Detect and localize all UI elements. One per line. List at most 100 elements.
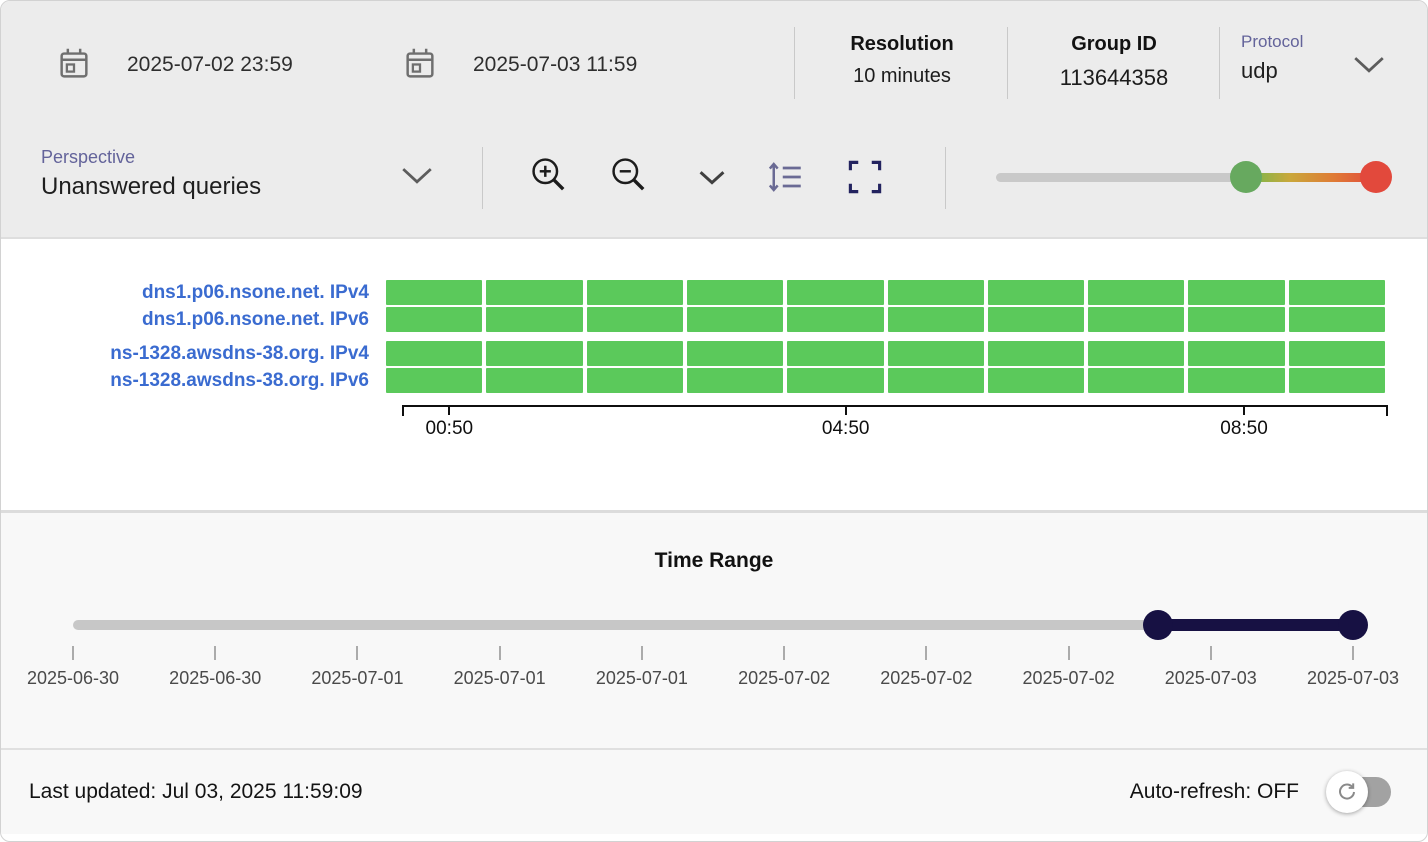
start-date-picker[interactable] bbox=[55, 45, 93, 88]
x-axis-tick-label: 04:50 bbox=[821, 418, 870, 439]
perspective-select[interactable]: Perspective Unanswered queries bbox=[41, 147, 261, 201]
heatmap-cell[interactable] bbox=[887, 307, 984, 332]
group-id-label: Group ID bbox=[1071, 33, 1157, 55]
heatmap-cell[interactable] bbox=[987, 368, 1085, 393]
heatmap-cell[interactable] bbox=[1088, 280, 1185, 305]
color-scale-green-handle[interactable] bbox=[1230, 161, 1262, 193]
zoom-options-button[interactable] bbox=[698, 170, 726, 191]
heatmap-cell[interactable] bbox=[887, 341, 984, 366]
fullscreen-icon bbox=[848, 160, 882, 194]
heatmap-cell[interactable] bbox=[887, 368, 984, 393]
perspective-dropdown-button[interactable] bbox=[401, 167, 433, 190]
heatmap-cell[interactable] bbox=[586, 307, 683, 332]
heatmap-cell[interactable] bbox=[1188, 307, 1285, 332]
heatmap-cell[interactable] bbox=[1088, 307, 1185, 332]
resolution-label: Resolution bbox=[850, 33, 954, 55]
zoom-out-button[interactable] bbox=[608, 154, 650, 201]
heatmap-cell[interactable] bbox=[486, 307, 583, 332]
heatmap-row: ns-1328.awsdns-38.org. IPv4 bbox=[1, 341, 1385, 366]
heatmap-cell[interactable] bbox=[1188, 341, 1285, 366]
color-scale-gradient bbox=[1246, 173, 1376, 182]
perspective-value: Unanswered queries bbox=[41, 173, 262, 200]
heatmap-cell[interactable] bbox=[386, 368, 483, 393]
time-range-selected[interactable] bbox=[1158, 619, 1353, 631]
heatmap-cell[interactable] bbox=[686, 307, 784, 332]
heatmap-cell[interactable] bbox=[787, 280, 884, 305]
color-scale-track[interactable] bbox=[996, 173, 1386, 182]
heatmap-cell[interactable] bbox=[1288, 307, 1385, 332]
time-range-track[interactable] bbox=[73, 620, 1353, 630]
time-range-tick-label: 2025-07-01 bbox=[453, 668, 546, 688]
x-axis-tick-label: 00:50 bbox=[425, 418, 474, 439]
zoom-out-icon bbox=[612, 158, 645, 191]
divider bbox=[1219, 27, 1220, 99]
auto-refresh-toggle[interactable] bbox=[1326, 771, 1391, 813]
heatmap-cell[interactable] bbox=[686, 280, 784, 305]
heatmap-cell[interactable] bbox=[1188, 280, 1285, 305]
time-range-title: Time Range bbox=[654, 549, 774, 572]
heatmap-cell[interactable] bbox=[787, 341, 884, 366]
time-range-end-handle[interactable] bbox=[1338, 610, 1368, 640]
divider bbox=[1007, 27, 1008, 99]
heatmap-cell[interactable] bbox=[386, 280, 483, 305]
heatmap-cell[interactable] bbox=[787, 307, 884, 332]
heatmap-cell[interactable] bbox=[1088, 368, 1185, 393]
heatmap-cell[interactable] bbox=[486, 368, 583, 393]
x-axis-tick-label: 08:50 bbox=[1220, 418, 1268, 439]
time-range-tick-label: 2025-07-01 bbox=[595, 668, 688, 688]
heatmap-cell[interactable] bbox=[686, 341, 784, 366]
heatmap-cell[interactable] bbox=[987, 341, 1085, 366]
heatmap-row-label: dns1.p06.nsone.net. IPv4 bbox=[141, 282, 369, 303]
heatmap-cell[interactable] bbox=[1288, 341, 1385, 366]
heatmap-cell[interactable] bbox=[386, 341, 483, 366]
end-date-picker[interactable] bbox=[401, 45, 439, 88]
perspective-label: Perspective bbox=[41, 147, 136, 167]
time-range-ticks: 2025-06-30 2025-06-30 2025-07-01 2025-07-01… bbox=[27, 646, 1399, 716]
heatmap-row-cells bbox=[386, 368, 1385, 393]
heatmap-row-label: dns1.p06.nsone.net. IPv6 bbox=[141, 309, 369, 330]
row-height-icon bbox=[768, 162, 801, 192]
time-range-tick bbox=[1209, 646, 1212, 660]
heatmap-cell[interactable] bbox=[1088, 341, 1185, 366]
heatmap-cell[interactable] bbox=[987, 280, 1085, 305]
heatmap-panel: dns1.p06.nsone.net. IPv4 dns1.p06.nsone.n… bbox=[1, 239, 1427, 513]
row-height-button[interactable] bbox=[767, 160, 803, 199]
heatmap-row-cells bbox=[386, 341, 1385, 366]
protocol-select[interactable]: Protocol udp bbox=[1241, 32, 1303, 84]
time-range-tick bbox=[72, 646, 74, 660]
time-range-tick bbox=[640, 646, 643, 660]
zoom-in-button[interactable] bbox=[528, 154, 570, 201]
heatmap-cell[interactable] bbox=[987, 307, 1085, 332]
heatmap-cell[interactable] bbox=[887, 280, 984, 305]
controls-bar: 2025-07-02 23:59 2025-07-03 11:59 Resolu… bbox=[1, 1, 1427, 239]
resolution-value: 10 minutes bbox=[853, 65, 951, 87]
color-scale-red-handle[interactable] bbox=[1360, 161, 1392, 193]
auto-refresh-toggle-knob[interactable] bbox=[1326, 771, 1368, 813]
group-id-stat: Group ID 113644358 bbox=[1020, 33, 1208, 91]
heatmap-cell[interactable] bbox=[586, 368, 683, 393]
time-range-start-handle[interactable] bbox=[1143, 610, 1174, 640]
heatmap-row: ns-1328.awsdns-38.org. IPv6 bbox=[1, 368, 1385, 393]
heatmap-cell[interactable] bbox=[486, 280, 583, 305]
heatmap-cell[interactable] bbox=[787, 368, 884, 393]
heatmap-row: dns1.p06.nsone.net. IPv6 bbox=[1, 307, 1385, 332]
heatmap-cell[interactable] bbox=[1288, 368, 1385, 393]
protocol-dropdown-button[interactable] bbox=[1353, 56, 1385, 79]
heatmap-cell[interactable] bbox=[586, 280, 683, 305]
time-range-tick bbox=[214, 646, 217, 660]
time-range-tick-label: 2025-07-01 bbox=[311, 668, 404, 688]
end-datetime-value[interactable]: 2025-07-03 11:59 bbox=[473, 53, 638, 76]
start-datetime-value[interactable]: 2025-07-02 23:59 bbox=[127, 53, 293, 76]
heatmap-row: dns1.p06.nsone.net. IPv4 bbox=[1, 280, 1385, 305]
x-axis-tick bbox=[844, 405, 847, 415]
heatmap-cell[interactable] bbox=[386, 307, 483, 332]
heatmap-cell[interactable] bbox=[486, 341, 583, 366]
heatmap-row-cells bbox=[386, 280, 1385, 305]
heatmap-cell[interactable] bbox=[1288, 280, 1385, 305]
heatmap-cell[interactable] bbox=[586, 341, 683, 366]
divider bbox=[945, 147, 946, 209]
heatmap-cell[interactable] bbox=[686, 368, 784, 393]
heatmap-cell[interactable] bbox=[1188, 368, 1285, 393]
fullscreen-button[interactable] bbox=[847, 159, 883, 200]
